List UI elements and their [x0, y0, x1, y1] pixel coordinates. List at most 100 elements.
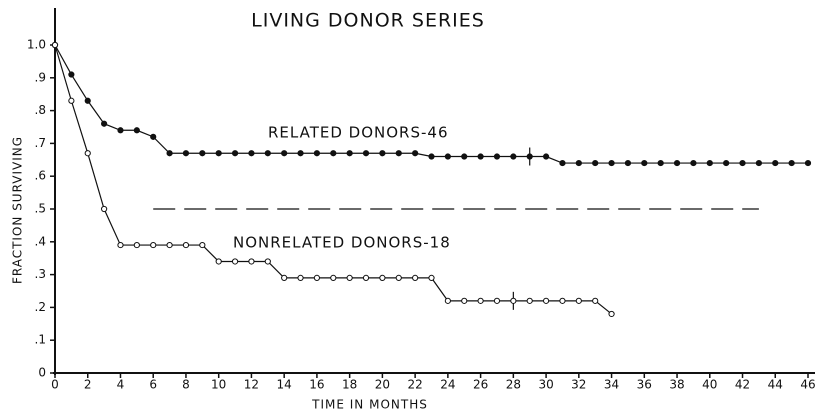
data-point: [264, 258, 271, 265]
x-tick-label: 16: [309, 378, 324, 392]
data-point: [461, 153, 468, 160]
data-point: [231, 150, 239, 157]
data-point: [526, 297, 533, 304]
x-tick-label: 12: [244, 378, 259, 392]
data-point: [673, 159, 681, 167]
x-tick-label: 30: [538, 378, 553, 392]
data-point: [395, 150, 402, 157]
data-point: [755, 159, 762, 167]
annotation: NONRELATED DONORS-18: [233, 234, 451, 252]
data-point: [444, 153, 451, 160]
data-point: [215, 258, 222, 265]
data-point: [231, 258, 239, 265]
data-point: [493, 297, 501, 304]
data-point: [788, 159, 795, 167]
y-tick-label: .4: [35, 234, 46, 248]
data-point: [313, 274, 321, 281]
data-point: [182, 241, 190, 249]
annotation: RELATED DONORS-46: [268, 124, 448, 142]
x-tick-label: 40: [702, 378, 717, 392]
x-tick-label: 34: [604, 378, 619, 392]
data-point: [117, 127, 124, 134]
data-point: [68, 71, 75, 78]
data-point: [657, 159, 664, 167]
data-point: [330, 274, 337, 281]
y-tick-label: .3: [35, 267, 46, 281]
data-point: [150, 133, 157, 140]
x-tick-label: 32: [571, 378, 586, 392]
data-point: [248, 150, 255, 157]
data-point: [379, 274, 386, 281]
data-point: [330, 150, 337, 157]
y-tick-label: 0: [38, 366, 46, 380]
series-line: [54, 44, 808, 164]
data-point: [804, 159, 812, 167]
y-tick-label: .7: [35, 136, 46, 150]
data-point: [428, 153, 435, 160]
data-point: [412, 150, 419, 157]
data-point: [461, 297, 468, 304]
y-tick-label: .6: [35, 169, 46, 183]
data-point: [248, 258, 255, 265]
data-point: [346, 150, 353, 157]
data-point: [101, 205, 108, 213]
data-point: [199, 150, 206, 157]
data-point: [51, 41, 59, 49]
y-tick-label: .2: [35, 300, 46, 314]
data-point: [166, 241, 173, 249]
data-point: [281, 150, 288, 157]
data-point: [379, 150, 386, 157]
data-point: [117, 241, 124, 249]
data-point: [215, 150, 222, 157]
y-tick-label: .9: [35, 70, 46, 84]
data-point: [559, 297, 566, 304]
data-point: [362, 274, 370, 281]
data-point: [608, 159, 615, 167]
x-tick-label: 46: [800, 378, 815, 392]
data-point: [84, 97, 91, 104]
data-point: [477, 153, 484, 160]
data-point: [592, 297, 599, 304]
x-tick-label: 26: [473, 378, 488, 392]
data-point: [559, 159, 566, 167]
x-axis-label: TIME IN MONTHS: [311, 398, 428, 412]
data-point: [608, 310, 615, 318]
x-tick-label: 18: [342, 378, 357, 392]
data-point: [68, 97, 75, 104]
data-point: [297, 274, 304, 281]
x-tick-label: 42: [735, 378, 750, 392]
y-tick-label: .8: [35, 103, 46, 117]
data-point: [199, 241, 206, 249]
x-tick-label: 0: [51, 378, 59, 392]
data-point: [297, 150, 304, 157]
x-tick-label: 36: [637, 378, 652, 392]
data-point: [182, 150, 190, 157]
x-tick-label: 20: [375, 378, 390, 392]
data-point: [510, 297, 517, 304]
data-point: [101, 120, 108, 127]
chart-title: LIVING DONOR SERIES: [251, 10, 485, 32]
data-point: [84, 150, 91, 157]
data-point: [772, 159, 779, 167]
data-point: [412, 274, 419, 281]
y-tick-label: 1.0: [27, 38, 46, 52]
data-point: [313, 150, 321, 157]
data-point: [592, 159, 599, 167]
x-tick-label: 14: [277, 378, 292, 392]
data-point: [510, 153, 517, 160]
data-point: [362, 150, 370, 157]
data-point: [477, 297, 484, 304]
data-point: [166, 150, 173, 157]
data-point: [133, 127, 140, 134]
data-point: [542, 297, 550, 304]
data-point: [150, 241, 157, 249]
data-point: [444, 297, 451, 304]
x-tick-label: 6: [149, 378, 157, 392]
data-point: [133, 241, 140, 249]
x-tick-label: 2: [84, 378, 92, 392]
data-point: [346, 274, 353, 281]
x-tick-label: 28: [506, 378, 521, 392]
x-tick-label: 38: [669, 378, 684, 392]
data-point: [575, 297, 582, 304]
data-point: [706, 159, 713, 167]
